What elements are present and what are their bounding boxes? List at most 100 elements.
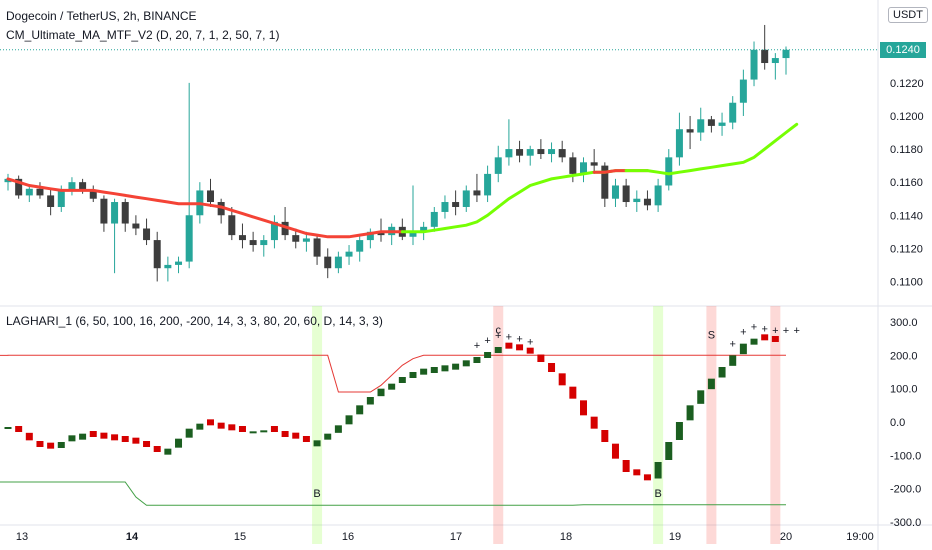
oscillator-bar: [622, 460, 630, 472]
oscillator-bar: [249, 431, 257, 434]
osc-tick-label: 100.0: [890, 384, 918, 396]
ma-line-green-3: [624, 122, 799, 176]
ma-line-green: [400, 205, 500, 234]
oscillator-bar: [516, 344, 524, 351]
osc-tick-label: -300.0: [890, 517, 921, 529]
time-axis-label: 16: [342, 531, 354, 543]
time-axis-label: 19:00: [846, 531, 874, 543]
sell-signal-band: [706, 306, 717, 544]
candle-body: [452, 202, 460, 207]
candle-body: [238, 235, 246, 241]
oscillator-bar: [473, 357, 481, 363]
oscillator-bar: [484, 352, 492, 358]
overbought-plus-marker: +: [761, 323, 767, 335]
candle-body: [537, 149, 545, 155]
oscillator-bar: [238, 426, 246, 432]
candle-body: [36, 188, 44, 196]
oscillator-bar: [25, 432, 33, 441]
candle-body: [473, 190, 481, 196]
oscillator-bar: [366, 397, 374, 405]
price-tick-label: 0.1140: [890, 210, 923, 222]
candle-body: [313, 238, 321, 257]
overbought-plus-marker: +: [772, 325, 778, 337]
candle-body: [25, 188, 33, 196]
candle-body: [185, 215, 193, 262]
candle-body: [441, 202, 449, 212]
candle-body: [334, 256, 342, 269]
candle-body: [729, 102, 737, 123]
oscillator-bar: [569, 386, 577, 399]
candle-body: [377, 231, 385, 236]
oscillator-bar: [633, 469, 641, 476]
overbought-plus-marker: +: [527, 337, 533, 349]
candle-body: [100, 198, 108, 224]
oscillator-bar: [345, 415, 353, 425]
oscillator-bar: [526, 347, 534, 354]
sell-signal-band: [493, 306, 504, 544]
price-tick-label: 0.1200: [890, 111, 924, 123]
candle-body: [665, 157, 673, 186]
oscillator-bar: [729, 355, 737, 366]
oscillator-bar: [654, 462, 662, 479]
candle-body: [430, 211, 438, 227]
oscillator-bar: [697, 390, 705, 404]
oscillator-bar: [36, 441, 44, 447]
oscillator-bar: [590, 416, 598, 429]
candle-body: [771, 58, 779, 64]
osc-tick-label: 200.0: [890, 350, 918, 362]
oscillator-bar: [537, 354, 545, 362]
oscillator-bar: [611, 443, 619, 459]
candle-body: [206, 190, 214, 203]
candle-body: [47, 195, 55, 207]
candle-body: [409, 231, 417, 237]
oscillator-bar: [196, 423, 204, 430]
oscillator-indicator-legend[interactable]: LAGHARI_1 (6, 50, 100, 16, 200, -200, 14…: [6, 314, 383, 328]
oscillator-bar: [718, 367, 726, 378]
candle-body: [484, 173, 492, 196]
overbought-plus-marker: +: [474, 340, 480, 352]
oscillator-bar: [79, 433, 87, 440]
candle-body: [89, 190, 97, 199]
candle-body: [15, 178, 23, 196]
overbought-plus-marker: +: [740, 327, 746, 339]
candle-body: [462, 190, 470, 207]
oscillator-bar: [398, 377, 406, 383]
oscillator-bar: [217, 422, 225, 429]
candle-body: [111, 202, 119, 224]
candle-body: [121, 202, 129, 224]
candle-body: [750, 49, 758, 80]
ma-line-red: [6, 177, 404, 239]
sell-signal-band: [770, 306, 781, 544]
candle-body: [590, 162, 598, 166]
candle-body: [558, 149, 566, 158]
candle-body: [718, 122, 726, 126]
buy-signal-label: B: [654, 488, 661, 500]
candle-body: [260, 240, 268, 246]
oscillator-bar: [175, 438, 183, 448]
oscillator-bar: [388, 383, 396, 390]
candle-body: [79, 182, 87, 191]
oscillator-bar: [132, 437, 140, 444]
currency-badge[interactable]: USDT: [888, 7, 928, 23]
osc-tick-label: 0.0: [890, 417, 905, 429]
sell-signal-label: c: [495, 325, 501, 337]
osc-tick-label: 300.0: [890, 317, 918, 329]
oscillator-bar: [739, 343, 747, 355]
oscillator-bar: [111, 434, 119, 441]
oscillator-bar: [441, 365, 449, 372]
buy-signal-band: [653, 306, 664, 544]
sell-signal-label: S: [708, 330, 715, 342]
upper-band-line: [0, 354, 786, 393]
candle-body: [228, 215, 236, 236]
time-axis-label: 13: [16, 531, 28, 543]
overbought-plus-marker: +: [495, 330, 501, 342]
oscillator-bar: [750, 338, 758, 345]
oscillator-bar: [761, 334, 769, 341]
price-tick-label: 0.1120: [890, 243, 923, 255]
ma-indicator-legend[interactable]: CM_Ultimate_MA_MTF_V2 (D, 20, 7, 1, 2, 5…: [6, 28, 280, 42]
candle-body: [4, 178, 12, 183]
oscillator-bar: [302, 436, 310, 442]
overbought-plus-marker: +: [751, 322, 757, 334]
